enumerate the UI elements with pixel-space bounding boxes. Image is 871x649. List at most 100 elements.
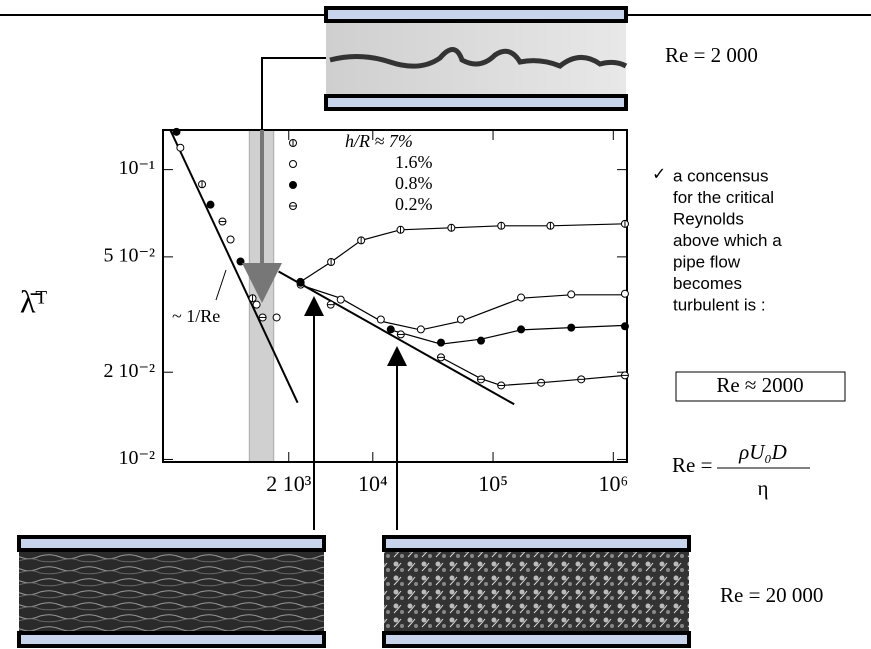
pipe-wall [384, 633, 689, 646]
line-label: ~ 1/Re [172, 306, 220, 326]
point-shape [207, 201, 214, 208]
point-shape [568, 324, 575, 331]
point-shape [437, 339, 444, 346]
legend-marker [290, 182, 297, 189]
point [621, 220, 628, 227]
point-shape [621, 290, 628, 297]
point-shape [518, 294, 525, 301]
bullet-line: pipe flow [673, 252, 741, 271]
point-shape [518, 326, 525, 333]
legend-label: h/R ≈ 7% [345, 131, 413, 151]
point [568, 324, 575, 331]
point [518, 294, 525, 301]
point-shape [417, 326, 424, 333]
point-shape [173, 128, 180, 135]
re-label: Re = 2 000 [665, 43, 758, 67]
x-tick-label: 10⁵ [478, 471, 508, 496]
point-shape [253, 301, 260, 308]
point [177, 144, 184, 151]
point-shape [237, 258, 244, 265]
y-axis-label: λ̄ᵀ [20, 283, 48, 319]
connector [262, 58, 326, 130]
point-shape [290, 182, 297, 189]
point [437, 354, 444, 361]
point [199, 181, 206, 188]
point [207, 201, 214, 208]
point-shape [273, 314, 280, 321]
point [448, 224, 455, 231]
y-tick-label: 10⁻² [118, 447, 155, 469]
fit-curve [300, 285, 625, 330]
fit-curve [441, 357, 625, 385]
legend-marker [290, 161, 297, 168]
point-shape [377, 316, 384, 323]
point [417, 326, 424, 333]
pipe-wall [19, 537, 324, 550]
point [568, 291, 575, 298]
point [578, 376, 585, 383]
point [173, 128, 180, 135]
bullet-line: becomes [673, 274, 742, 293]
point [328, 259, 335, 266]
bullet-line: above which a [673, 231, 782, 250]
formula-num: ρU₀D [738, 440, 787, 464]
point [397, 331, 404, 338]
fit-curve [300, 224, 625, 282]
point-shape [337, 296, 344, 303]
x-tick-label: 10⁶ [598, 471, 628, 496]
x-tick-label: 2 10³ [266, 471, 312, 496]
point-shape [457, 316, 464, 323]
bullet-line: turbulent is : [673, 295, 766, 314]
point-shape [297, 279, 304, 286]
point [237, 258, 244, 265]
legend-marker [290, 203, 297, 210]
point [621, 372, 628, 379]
x-tick-label: 10⁴ [358, 471, 388, 496]
formula-lhs: Re = [672, 453, 712, 477]
reference-line [170, 130, 297, 403]
point-shape [568, 291, 575, 298]
point-shape [290, 161, 297, 168]
slide: Re = 2 000 Re = 20 000 ✓ a concensusfor … [0, 0, 871, 649]
point [219, 218, 226, 225]
point [297, 279, 304, 286]
point [337, 296, 344, 303]
point-shape [227, 236, 234, 243]
point [253, 301, 260, 308]
formula-den: η [758, 476, 769, 500]
point [621, 323, 628, 330]
point [478, 337, 485, 344]
point [518, 326, 525, 333]
y-tick-label: 5 10⁻² [103, 244, 155, 266]
flow-photo [19, 552, 324, 632]
legend-label: 0.2% [395, 194, 433, 214]
point-shape [387, 326, 394, 333]
point [498, 222, 505, 229]
point [259, 314, 266, 321]
pipe-wall [326, 8, 626, 21]
boxed-text: Re ≈ 2000 [716, 373, 803, 397]
pipe-wall [326, 96, 626, 109]
pipe-wall [384, 537, 689, 550]
point [227, 236, 234, 243]
point-shape [177, 144, 184, 151]
leader [216, 270, 226, 300]
legend-label: 1.6% [395, 152, 433, 172]
legend-label: 0.8% [395, 173, 433, 193]
point [327, 301, 334, 308]
point [538, 379, 545, 386]
point [387, 326, 394, 333]
re-label: Re = 20 000 [720, 583, 823, 607]
bullet-line: a concensus [673, 166, 768, 185]
point [249, 295, 256, 302]
point [358, 237, 365, 244]
bullet-line: Reynolds [673, 209, 744, 228]
point [273, 314, 280, 321]
point-shape [621, 323, 628, 330]
point [547, 222, 554, 229]
pipe-wall [19, 633, 324, 646]
point-shape [478, 337, 485, 344]
y-tick-label: 10⁻¹ [118, 157, 155, 179]
legend-marker [290, 140, 297, 147]
point [498, 382, 505, 389]
